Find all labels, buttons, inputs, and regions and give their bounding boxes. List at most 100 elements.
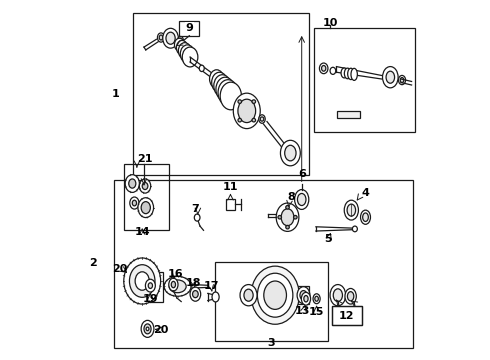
Ellipse shape: [400, 77, 404, 82]
Ellipse shape: [195, 214, 200, 221]
Text: 2: 2: [89, 258, 97, 268]
Ellipse shape: [280, 140, 300, 166]
Ellipse shape: [238, 99, 256, 123]
Ellipse shape: [352, 226, 357, 232]
Ellipse shape: [321, 66, 326, 71]
Ellipse shape: [276, 203, 299, 231]
Ellipse shape: [139, 179, 151, 193]
Ellipse shape: [260, 117, 264, 121]
Ellipse shape: [216, 77, 234, 101]
Ellipse shape: [238, 100, 242, 103]
Bar: [114, 180, 414, 348]
Ellipse shape: [178, 42, 191, 59]
Bar: [314, 28, 415, 132]
Text: 9: 9: [185, 23, 193, 33]
Ellipse shape: [244, 289, 253, 301]
Text: 12: 12: [339, 311, 355, 320]
Ellipse shape: [341, 68, 347, 78]
Ellipse shape: [129, 265, 155, 297]
Bar: [332, 306, 362, 325]
Text: 11: 11: [223, 182, 238, 192]
Ellipse shape: [319, 63, 328, 74]
Ellipse shape: [146, 327, 149, 330]
Ellipse shape: [214, 75, 231, 97]
Ellipse shape: [148, 283, 152, 288]
Ellipse shape: [172, 282, 175, 288]
Ellipse shape: [361, 210, 370, 224]
Text: 15: 15: [309, 307, 324, 317]
Ellipse shape: [363, 213, 368, 221]
Text: 17: 17: [203, 281, 219, 291]
Ellipse shape: [135, 272, 149, 290]
Bar: [215, 261, 328, 341]
Ellipse shape: [330, 284, 345, 306]
Ellipse shape: [179, 38, 182, 42]
Text: 20: 20: [153, 325, 169, 335]
Ellipse shape: [252, 118, 256, 122]
Ellipse shape: [220, 82, 242, 110]
Text: 1: 1: [112, 89, 120, 99]
Ellipse shape: [286, 206, 289, 209]
Text: 18: 18: [186, 278, 201, 288]
Bar: [295, 285, 309, 304]
Ellipse shape: [157, 33, 165, 42]
Text: 3: 3: [268, 338, 275, 348]
Text: 6: 6: [298, 168, 306, 179]
Ellipse shape: [138, 198, 153, 217]
Ellipse shape: [297, 193, 306, 206]
Ellipse shape: [294, 215, 297, 219]
Text: 16: 16: [168, 269, 183, 279]
Ellipse shape: [251, 266, 299, 324]
Ellipse shape: [144, 324, 151, 334]
Ellipse shape: [166, 32, 175, 44]
Ellipse shape: [313, 294, 320, 304]
Ellipse shape: [132, 200, 137, 206]
Ellipse shape: [125, 175, 139, 192]
Ellipse shape: [212, 72, 227, 93]
Ellipse shape: [344, 68, 351, 79]
Bar: [124, 164, 169, 230]
Ellipse shape: [163, 28, 178, 48]
Text: 14: 14: [134, 228, 150, 238]
Ellipse shape: [348, 68, 354, 80]
Ellipse shape: [178, 36, 183, 44]
Text: 21: 21: [137, 154, 153, 165]
Ellipse shape: [315, 296, 318, 301]
Ellipse shape: [146, 279, 155, 292]
Bar: [337, 111, 360, 118]
Text: 20: 20: [113, 264, 128, 274]
Bar: [137, 272, 164, 302]
Ellipse shape: [383, 67, 398, 88]
Ellipse shape: [330, 67, 336, 75]
Ellipse shape: [141, 202, 150, 214]
Ellipse shape: [345, 288, 356, 304]
Ellipse shape: [240, 284, 257, 306]
Ellipse shape: [294, 190, 309, 210]
Text: 4: 4: [362, 188, 369, 198]
Ellipse shape: [297, 287, 310, 304]
Ellipse shape: [264, 281, 287, 309]
Ellipse shape: [285, 145, 296, 161]
Ellipse shape: [169, 280, 186, 293]
Ellipse shape: [129, 179, 136, 188]
Bar: [133, 13, 309, 175]
Ellipse shape: [238, 118, 242, 122]
Ellipse shape: [286, 225, 289, 229]
Ellipse shape: [351, 68, 357, 80]
Ellipse shape: [212, 292, 219, 302]
Ellipse shape: [141, 320, 154, 337]
Ellipse shape: [386, 71, 394, 83]
Ellipse shape: [347, 292, 354, 301]
Ellipse shape: [176, 40, 188, 55]
Ellipse shape: [301, 292, 311, 305]
Bar: [179, 21, 199, 36]
Ellipse shape: [190, 287, 201, 301]
Ellipse shape: [333, 289, 343, 302]
Ellipse shape: [142, 183, 148, 190]
Ellipse shape: [281, 209, 294, 226]
Text: 5: 5: [324, 234, 332, 244]
Ellipse shape: [233, 93, 260, 129]
Ellipse shape: [169, 278, 178, 291]
Ellipse shape: [174, 38, 184, 51]
Ellipse shape: [182, 47, 198, 67]
